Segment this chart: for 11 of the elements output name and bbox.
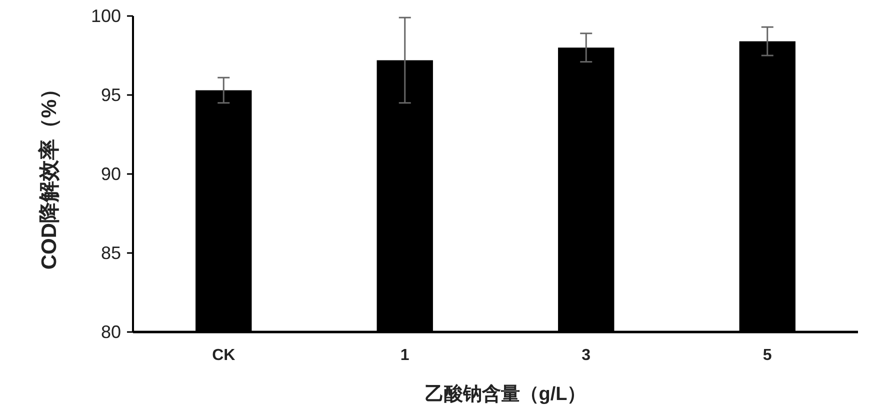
- x-tick-label: 3: [582, 347, 591, 364]
- x-axis-title: 乙酸钠含量（g/L）: [424, 383, 586, 405]
- y-tick-label: 90: [100, 164, 121, 184]
- x-tick-label: CK: [212, 347, 236, 364]
- x-tick-label: 5: [762, 347, 772, 364]
- y-tick-label: 85: [100, 243, 121, 263]
- y-axis-title: COD降解效率（%）: [37, 78, 61, 270]
- x-tick-label: 1: [400, 347, 410, 364]
- y-tick-label: 80: [100, 322, 121, 342]
- y-tick-label: 95: [100, 85, 121, 105]
- y-tick-label: 100: [90, 6, 121, 26]
